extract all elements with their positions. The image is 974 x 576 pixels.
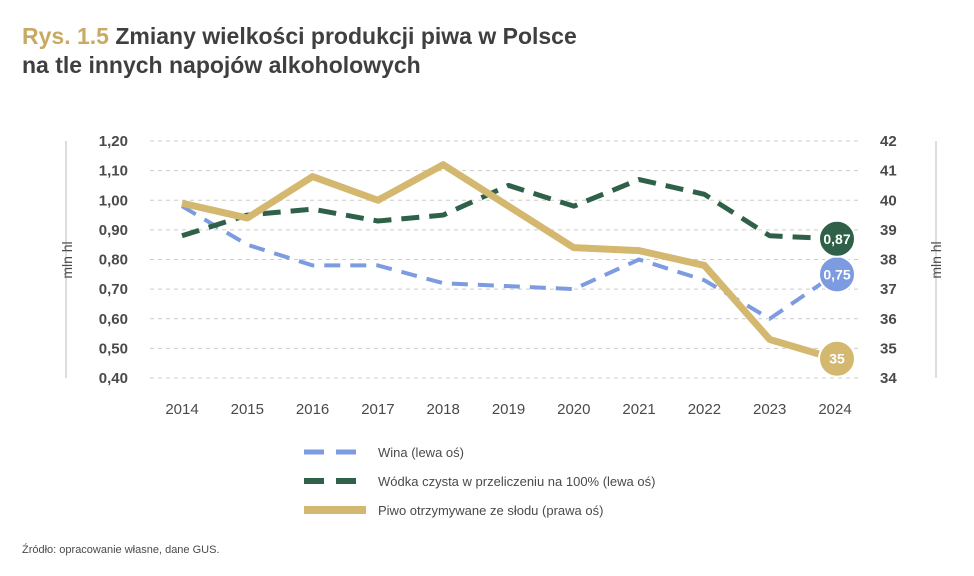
x-tick-label: 2023 <box>753 401 786 418</box>
y-tick-left: 0,80 <box>99 252 128 269</box>
y-tick-left: 0,60 <box>99 311 128 328</box>
grid-lines <box>150 140 862 379</box>
series-wina-end-label: 0,75 <box>823 266 850 282</box>
y-tick-right: 42 <box>880 133 897 150</box>
y-tick-right: 34 <box>880 370 897 387</box>
y-tick-left: 0,90 <box>99 222 128 239</box>
series-piwo-legend-label: Piwo otrzymywane ze słodu (prawa oś) <box>378 503 603 518</box>
y-tick-right: 41 <box>880 163 897 180</box>
series-piwo-line <box>181 161 836 363</box>
x-tick-label: 2022 <box>688 401 721 418</box>
y-tick-left: 0,50 <box>99 340 128 357</box>
series-lines <box>180 161 837 363</box>
y-tick-right: 40 <box>880 192 897 209</box>
y-axis-title-left: mln hl <box>59 241 75 278</box>
series-wodka-end-label: 0,87 <box>823 231 850 247</box>
x-tick-label: 2020 <box>557 401 590 418</box>
y-tick-right: 35 <box>880 340 897 357</box>
y-tick-left: 1,20 <box>99 133 128 150</box>
y-tick-left: 0,40 <box>99 370 128 387</box>
y-tick-right: 36 <box>880 311 897 328</box>
y-tick-right: 37 <box>880 281 897 298</box>
series-wina-legend-label: Wina (lewa oś) <box>378 445 464 460</box>
y-tick-right: 39 <box>880 222 897 239</box>
x-tick-label: 2019 <box>492 401 525 418</box>
chart-title: Rys. 1.5 Zmiany wielkości produkcji piwa… <box>22 22 577 80</box>
series-wodka-end-badge <box>818 219 856 258</box>
title-line-1: Zmiany wielkości produkcji piwa w Polsce <box>115 23 577 49</box>
title-line-2: na tle innych napojów alkoholowych <box>22 52 421 78</box>
x-tick-label: 2014 <box>165 401 198 418</box>
y-tick-left: 1,00 <box>99 192 128 209</box>
x-tick-label: 2016 <box>296 401 329 418</box>
axes: 0,40 34 0,50 35 0,60 36 0,70 37 0,80 38 0,90 39 1,00… <box>59 133 944 418</box>
y-axis-title-right: mln hl <box>928 241 944 278</box>
y-tick-left: 1,10 <box>99 163 128 180</box>
x-tick-label: 2018 <box>427 401 460 418</box>
end-labels: 0,75 0,87 35 <box>818 219 856 378</box>
figure-number: Rys. 1.5 <box>22 23 109 49</box>
y-tick-right: 38 <box>880 252 897 269</box>
source-note: Źródło: opracowanie własne, dane GUS. <box>22 544 220 556</box>
legend: Wina (lewa oś) Wódka czysta w przeliczeni… <box>304 445 655 518</box>
series-piwo-end-label: 35 <box>829 351 845 367</box>
series-piwo-end-badge <box>818 339 856 378</box>
x-tick-label: 2017 <box>361 401 394 418</box>
x-tick-label: 2021 <box>622 401 655 418</box>
y-tick-left: 0,70 <box>99 281 128 298</box>
x-tick-label: 2024 <box>818 401 851 418</box>
x-tick-label: 2015 <box>231 401 264 418</box>
series-wodka-legend-label: Wódka czysta w przeliczeniu na 100% (lew… <box>378 474 655 489</box>
